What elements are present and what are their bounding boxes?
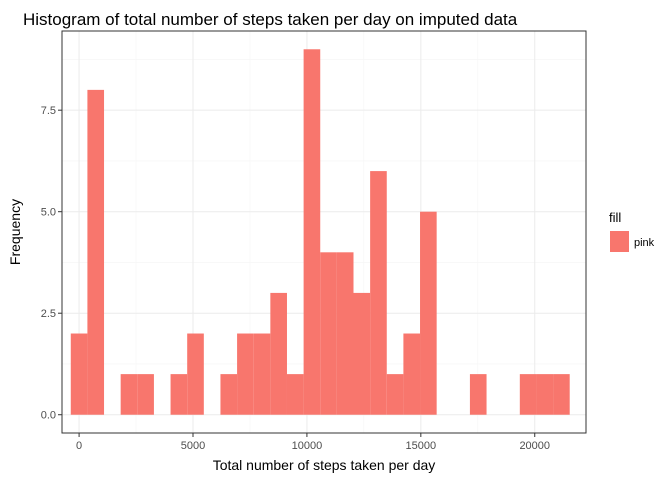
histogram-bar	[469, 374, 487, 415]
x-axis-ticks: 0 5000 10000 15000 20000	[76, 433, 550, 452]
y-tick-label: 7.5	[41, 105, 56, 117]
histogram-bar	[237, 333, 254, 415]
histogram-bar	[187, 333, 204, 415]
histogram-bar	[386, 374, 404, 415]
legend: fill pink	[609, 210, 655, 252]
histogram-bar	[170, 374, 188, 415]
histogram-bar	[286, 374, 304, 415]
histogram-bar	[536, 374, 554, 415]
y-tick-label: 5.0	[41, 207, 56, 219]
histogram-bar	[87, 89, 105, 415]
histogram-bar	[403, 333, 421, 415]
y-axis-ticks: 0.0 2.5 5.0 7.5	[41, 105, 62, 422]
histogram-bar	[220, 374, 238, 415]
histogram-bar	[336, 252, 354, 415]
x-tick-label: 5000	[181, 440, 205, 452]
histogram-bar	[253, 333, 271, 415]
histogram-bar	[519, 374, 537, 415]
y-tick-label: 2.5	[41, 308, 56, 320]
histogram-bar	[370, 171, 387, 415]
x-axis-title: Total number of steps taken per day	[213, 457, 436, 473]
y-tick-label: 0.0	[41, 410, 56, 422]
histogram-bar	[120, 374, 138, 415]
plot-panel-border	[61, 30, 587, 434]
y-axis-title: Frequency	[7, 199, 23, 265]
histogram-bar	[303, 49, 321, 415]
histogram-bar	[420, 211, 437, 415]
x-tick-label: 20000	[519, 440, 550, 452]
histogram-bar	[320, 252, 337, 415]
histogram-bar	[70, 333, 88, 415]
x-tick-label: 15000	[406, 440, 437, 452]
x-tick-label: 0	[76, 440, 82, 452]
histogram-bar	[353, 292, 371, 415]
legend-swatch-pink	[610, 231, 629, 252]
histogram-bars	[70, 49, 570, 415]
histogram-bar	[270, 292, 287, 415]
histogram-bar	[553, 374, 570, 415]
legend-title: fill	[609, 210, 621, 225]
x-tick-label: 10000	[292, 440, 323, 452]
legend-label-pink: pink	[634, 237, 655, 249]
histogram-bar	[137, 374, 154, 415]
chart-title: Histogram of total number of steps taken…	[23, 10, 518, 29]
